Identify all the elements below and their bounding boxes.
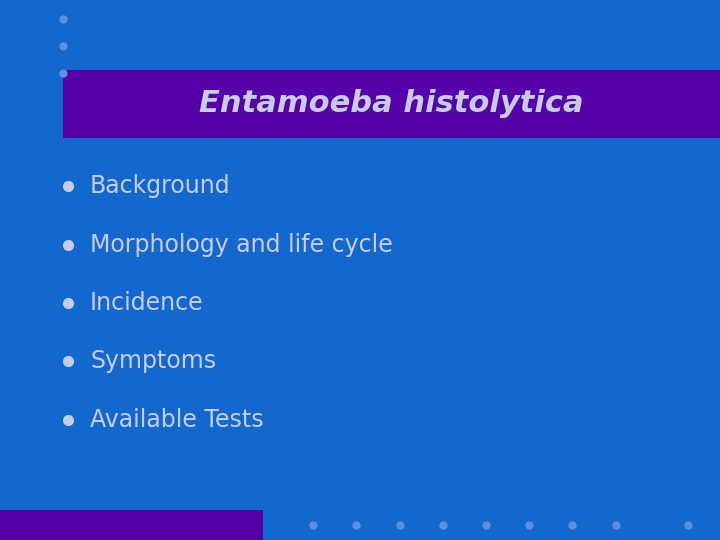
- Text: Symptoms: Symptoms: [90, 349, 216, 373]
- Text: Incidence: Incidence: [90, 291, 204, 315]
- Bar: [63, 70, 720, 138]
- Text: Available Tests: Available Tests: [90, 408, 264, 431]
- Text: Background: Background: [90, 174, 230, 198]
- Text: Entamoeba histolytica: Entamoeba histolytica: [199, 90, 584, 118]
- Text: Morphology and life cycle: Morphology and life cycle: [90, 233, 392, 256]
- Bar: [0, 510, 263, 540]
